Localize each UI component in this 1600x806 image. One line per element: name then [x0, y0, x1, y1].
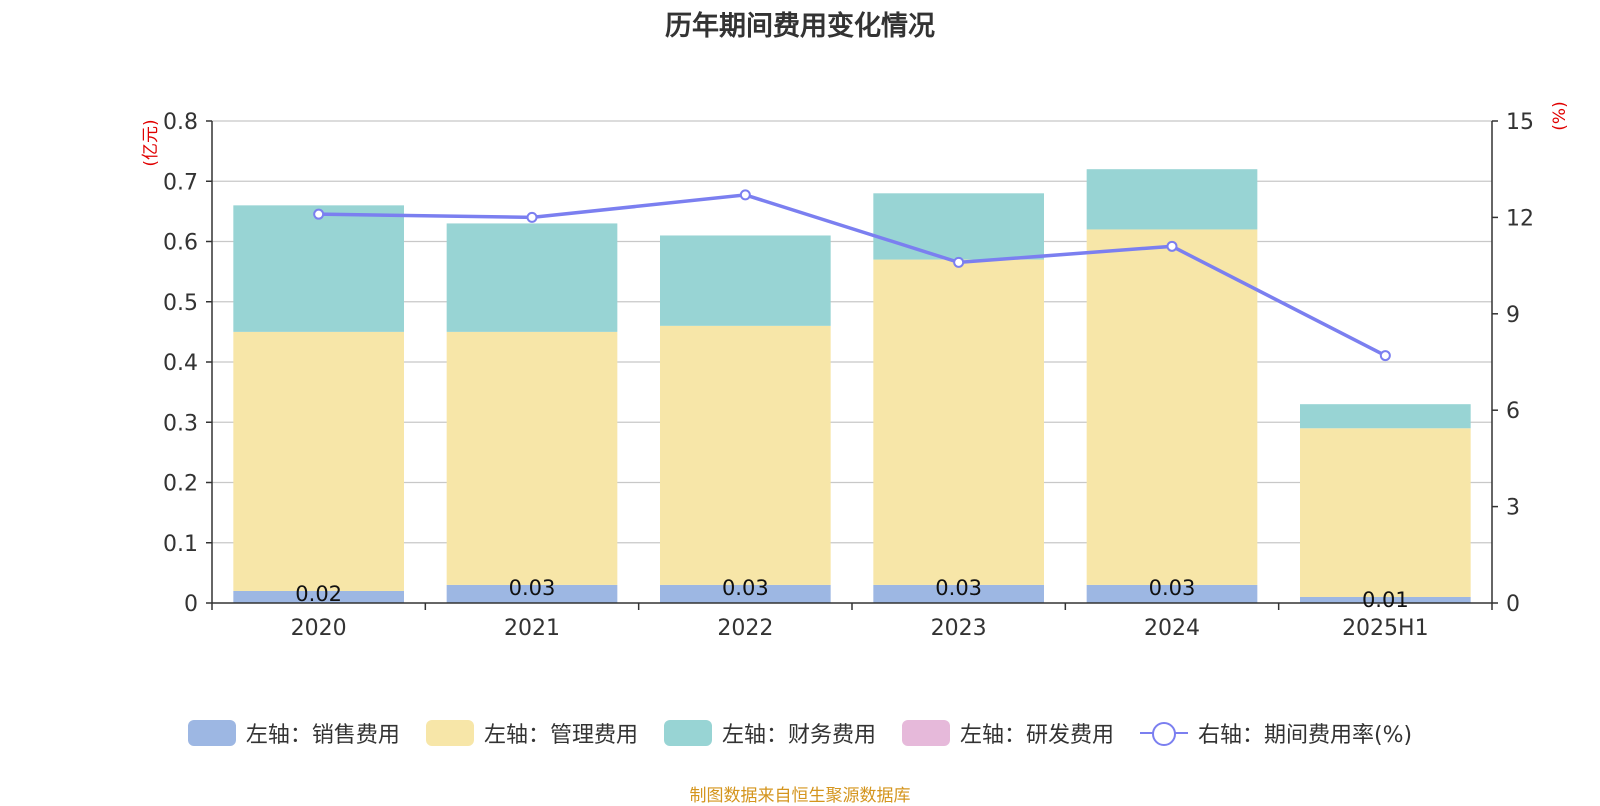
- bar-segment: [446, 331, 618, 585]
- gridlines: [212, 120, 1492, 544]
- line-point: [739, 189, 751, 201]
- left-tick-label: 0.2: [163, 472, 198, 497]
- left-tick-label: 0.3: [163, 411, 198, 436]
- axes: 0 0.1 0.2 0.3 0.4 0.5 0.6 0.7 0.8 0 3 6 9 12 15 2020 202…: [163, 110, 1534, 641]
- x-tick-label: 2023: [931, 616, 987, 641]
- data-labels: 0.02 0.03 0.03 0.03 0.03 0.01: [295, 576, 1408, 612]
- bar-segment: [873, 259, 1044, 585]
- bar-segment: [873, 584, 1044, 603]
- right-tick-label: 15: [1506, 110, 1534, 135]
- legend: 左轴：销售费用 左轴：管理费用 左轴：财务费用 左轴：研发费用 右轴：期间费用率(%): [0, 717, 1600, 749]
- legend-item[interactable]: 右轴：期间费用率(%): [1139, 717, 1413, 749]
- right-axis-unit: (%): [1550, 101, 1570, 130]
- bar-segment: [660, 325, 831, 585]
- bar-segment: [1300, 596, 1471, 603]
- legend-item[interactable]: 左轴：财务费用: [663, 717, 876, 749]
- legend-label: 左轴：研发费用: [959, 723, 1114, 748]
- line-point: [1166, 240, 1178, 252]
- source-note: 制图数据来自恒生聚源数据库: [689, 786, 911, 806]
- legend-item[interactable]: 左轴：研发费用: [901, 717, 1114, 749]
- right-tick-label: 9: [1506, 303, 1520, 328]
- bar-segment: [446, 223, 618, 332]
- legend-swatch: [663, 720, 712, 746]
- data-label: 0.03: [509, 576, 556, 600]
- legend-label: 左轴：管理费用: [483, 723, 638, 748]
- line-point: [1379, 350, 1391, 362]
- legend-item[interactable]: 左轴：销售费用: [187, 717, 400, 749]
- left-tick-label: 0: [184, 592, 198, 617]
- chart-title: 历年期间费用变化情况: [665, 11, 935, 42]
- data-label: 0.01: [1362, 588, 1409, 612]
- data-label: 0.03: [722, 576, 769, 600]
- line-point: [526, 211, 538, 223]
- data-label: 0.03: [935, 576, 982, 600]
- bar-segment: [660, 584, 831, 603]
- x-tick-label: 2024: [1144, 616, 1200, 641]
- legend-label: 左轴：销售费用: [245, 723, 400, 748]
- bar-segment: [873, 193, 1044, 260]
- legend-label: 右轴：期间费用率(%): [1197, 723, 1413, 748]
- line-series: [313, 189, 1391, 362]
- bars: [233, 169, 1471, 603]
- legend-label: 左轴：财务费用: [721, 723, 876, 748]
- bar-segment: [1300, 428, 1471, 597]
- bar-segment: [233, 590, 404, 603]
- left-tick-label: 0.8: [163, 110, 198, 135]
- left-tick-label: 0.5: [163, 291, 198, 316]
- x-tick-label: 2020: [291, 616, 347, 641]
- bar-segment: [1300, 404, 1471, 429]
- left-tick-label: 0.7: [163, 170, 198, 195]
- line-path: [318, 193, 1387, 358]
- legend-swatch: [425, 720, 474, 746]
- line-point: [953, 256, 965, 268]
- data-label: 0.02: [295, 582, 342, 606]
- bar-segment: [233, 205, 404, 332]
- bar-segment: [1086, 584, 1258, 603]
- legend-swatch: [187, 720, 236, 746]
- bar-segment: [1086, 229, 1258, 585]
- bar-segment: [446, 584, 618, 603]
- left-axis-unit: (亿元): [141, 119, 161, 166]
- right-tick-label: 6: [1506, 399, 1520, 424]
- right-tick-label: 12: [1506, 206, 1534, 231]
- legend-swatch: [901, 720, 950, 746]
- line-point: [313, 208, 325, 220]
- left-tick-label: 0.4: [163, 351, 198, 376]
- right-tick-label: 0: [1506, 592, 1520, 617]
- bar-segment: [660, 235, 831, 326]
- x-tick-label: 2022: [717, 616, 773, 641]
- legend-item[interactable]: 左轴：管理费用: [425, 717, 638, 749]
- x-tick-label: 2021: [504, 616, 560, 641]
- data-label: 0.03: [1149, 576, 1196, 600]
- left-tick-label: 0.1: [163, 532, 198, 557]
- left-tick-label: 0.6: [163, 231, 198, 256]
- bar-segment: [233, 331, 404, 591]
- legend-line-marker: [1139, 720, 1188, 746]
- bar-segment: [1086, 169, 1258, 230]
- x-tick-label: 2025H1: [1342, 616, 1429, 641]
- right-tick-label: 3: [1506, 496, 1520, 521]
